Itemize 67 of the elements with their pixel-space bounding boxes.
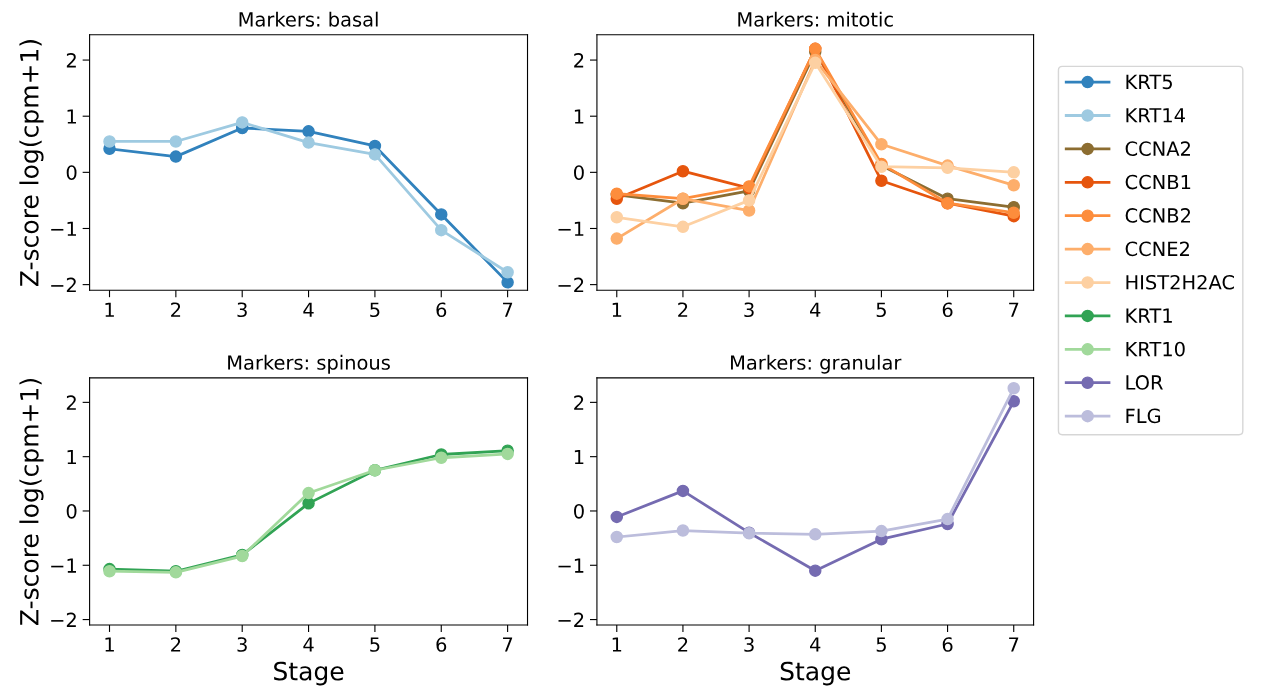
x-tick-label: 1 bbox=[105, 637, 114, 652]
legend-label: CCNB2 bbox=[1125, 208, 1191, 223]
x-tick-label: 7 bbox=[1009, 637, 1019, 652]
y-tick-label: 1 bbox=[67, 449, 76, 465]
x-tick-label: 2 bbox=[678, 637, 688, 652]
x-tick-label: 1 bbox=[612, 302, 622, 317]
x-tick-label: 5 bbox=[370, 637, 380, 652]
x-tick-label: 2 bbox=[171, 302, 181, 317]
y-tick-label: −2 bbox=[558, 277, 584, 293]
x-tick-label: 2 bbox=[171, 637, 181, 652]
chart-title: Markers: basal bbox=[239, 11, 378, 27]
x-axis-title: Stage bbox=[780, 661, 851, 686]
x-tick-label: 3 bbox=[744, 637, 754, 652]
x-tick-label: 1 bbox=[105, 302, 114, 317]
y-tick-label: 1 bbox=[574, 449, 584, 465]
legend-label: LOR bbox=[1126, 375, 1163, 390]
x-tick-label: 6 bbox=[942, 302, 953, 318]
y-tick-label: 0 bbox=[66, 165, 77, 180]
y-tick-label: 2 bbox=[66, 395, 76, 410]
legend-label: KRT5 bbox=[1126, 74, 1172, 90]
x-tick-label: 5 bbox=[876, 637, 886, 652]
y-tick-label: −1 bbox=[558, 221, 584, 236]
legend-label: FLG bbox=[1126, 408, 1161, 424]
y-tick-label: 0 bbox=[574, 165, 584, 180]
y-tick-label: 2 bbox=[574, 53, 584, 68]
x-tick-label: 6 bbox=[436, 637, 447, 652]
y-tick-label: 2 bbox=[574, 395, 584, 410]
x-axis-title: Stage bbox=[274, 661, 344, 686]
x-tick-label: 7 bbox=[503, 302, 513, 317]
y-tick-label: 0 bbox=[574, 503, 584, 519]
y-axis-title: Z-score log(cpm+1) bbox=[19, 40, 44, 287]
y-tick-label: −2 bbox=[51, 612, 76, 627]
x-tick-label: 3 bbox=[237, 637, 247, 652]
y-tick-label: −1 bbox=[51, 558, 76, 573]
legend-label: KRT1 bbox=[1126, 308, 1172, 323]
x-tick-label: 6 bbox=[942, 637, 953, 652]
y-tick-label: −2 bbox=[51, 277, 76, 293]
chart-title: Markers: spinous bbox=[228, 354, 390, 374]
x-tick-label: 7 bbox=[503, 637, 513, 652]
x-tick-label: 2 bbox=[678, 302, 688, 317]
legend-label: CCNE2 bbox=[1125, 241, 1189, 257]
x-tick-label: 6 bbox=[436, 302, 447, 318]
x-tick-label: 4 bbox=[303, 637, 314, 652]
x-tick-label: 7 bbox=[1009, 302, 1019, 317]
legend-label: KRT14 bbox=[1126, 108, 1185, 123]
legend-label: CCNB1 bbox=[1125, 174, 1191, 190]
chart-title: Markers: mitotic bbox=[738, 11, 893, 27]
y-tick-label: 2 bbox=[66, 53, 76, 68]
x-tick-label: 5 bbox=[370, 302, 380, 318]
y-tick-label: 1 bbox=[67, 109, 76, 124]
chart-title: Markers: granular bbox=[731, 354, 902, 374]
x-tick-label: 4 bbox=[303, 302, 314, 317]
legend-label: CCNA2 bbox=[1125, 141, 1190, 156]
legend-label: HIST2H2AC bbox=[1126, 274, 1234, 290]
x-tick-label: 4 bbox=[810, 302, 821, 317]
legend-label: KRT10 bbox=[1126, 341, 1185, 357]
x-tick-label: 4 bbox=[810, 637, 821, 652]
x-tick-label: 3 bbox=[237, 302, 247, 318]
y-tick-label: −1 bbox=[51, 221, 76, 236]
y-tick-label: 1 bbox=[574, 109, 584, 124]
y-tick-label: −1 bbox=[558, 558, 584, 573]
x-tick-label: 5 bbox=[876, 302, 886, 318]
y-axis-title: Z-score log(cpm+1) bbox=[19, 378, 44, 625]
x-tick-label: 1 bbox=[612, 637, 622, 652]
y-tick-label: 0 bbox=[66, 503, 77, 519]
y-tick-label: −2 bbox=[558, 612, 584, 627]
x-tick-label: 3 bbox=[744, 302, 754, 318]
